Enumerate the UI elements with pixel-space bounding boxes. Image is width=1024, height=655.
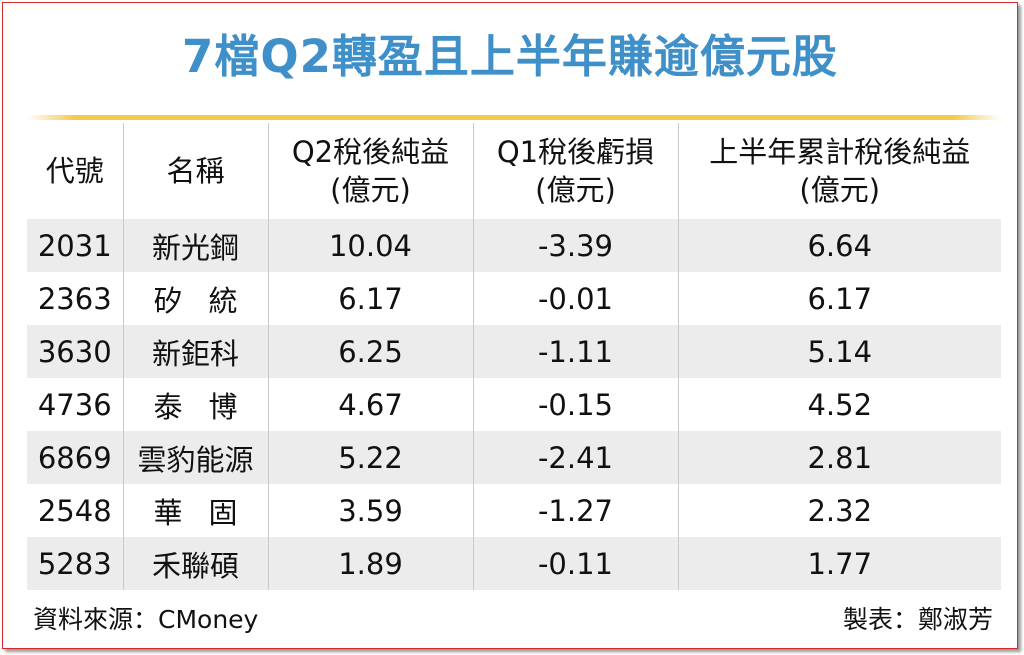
- cell-q1: -0.01: [472, 272, 678, 325]
- cell-code: 2363: [27, 272, 123, 325]
- cell-q2: 6.25: [267, 325, 473, 378]
- title-underline: [27, 115, 1001, 120]
- cell-code: 2548: [27, 484, 123, 537]
- header-h1-profit: 上半年累計稅後純益 (億元): [677, 123, 1001, 219]
- header-q2-profit: Q2稅後純益 (億元): [267, 123, 473, 219]
- table-row: 3630 新鉅科 6.25 -1.11 5.14: [27, 325, 1001, 378]
- cell-h1: 1.77: [677, 537, 1001, 590]
- cell-q1: -1.11: [472, 325, 678, 378]
- cell-h1: 6.64: [677, 219, 1001, 272]
- cell-h1: 2.81: [677, 431, 1001, 484]
- author-note: 製表：鄭淑芳: [842, 605, 993, 634]
- cell-name: 泰博: [122, 378, 268, 431]
- cell-q2: 10.04: [267, 219, 473, 272]
- cell-name: 禾聯碩: [122, 537, 268, 590]
- cell-code: 5283: [27, 537, 123, 590]
- cell-code: 2031: [27, 219, 123, 272]
- cell-h1: 4.52: [677, 378, 1001, 431]
- cell-q2: 5.22: [267, 431, 473, 484]
- cell-q1: -2.41: [472, 431, 678, 484]
- cell-name: 新光鋼: [122, 219, 268, 272]
- table-row: 2548 華固 3.59 -1.27 2.32: [27, 484, 1001, 537]
- table-row: 5283 禾聯碩 1.89 -0.11 1.77: [27, 537, 1001, 590]
- cell-name: 新鉅科: [122, 325, 268, 378]
- cell-q2: 3.59: [267, 484, 473, 537]
- cell-q1: -0.15: [472, 378, 678, 431]
- cell-q1: -1.27: [472, 484, 678, 537]
- cell-h1: 2.32: [677, 484, 1001, 537]
- cell-name: 華固: [122, 484, 268, 537]
- header-name: 名稱: [122, 123, 268, 219]
- table-row: 6869 雲豹能源 5.22 -2.41 2.81: [27, 431, 1001, 484]
- cell-q2: 1.89: [267, 537, 473, 590]
- table-header-row: 代號 名稱 Q2稅後純益 (億元) Q1稅後虧損 (億元) 上半年累計稅後純益 (億元…: [27, 123, 1001, 219]
- cell-name: 矽統: [122, 272, 268, 325]
- cell-code: 4736: [27, 378, 123, 431]
- cell-name: 雲豹能源: [122, 431, 268, 484]
- cell-h1: 6.17: [677, 272, 1001, 325]
- header-q1-loss: Q1稅後虧損 (億元): [472, 123, 678, 219]
- cell-q2: 6.17: [267, 272, 473, 325]
- source-note: 資料來源：CMoney: [33, 605, 259, 634]
- cell-q1: -0.11: [472, 537, 678, 590]
- table-row: 2031 新光鋼 10.04 -3.39 6.64: [27, 219, 1001, 272]
- earnings-table: 代號 名稱 Q2稅後純益 (億元) Q1稅後虧損 (億元) 上半年累計稅後純益 (億元…: [27, 123, 1001, 590]
- page-title: 7檔Q2轉盈且上半年賺逾億元股: [182, 30, 838, 83]
- cell-code: 3630: [27, 325, 123, 378]
- cell-h1: 5.14: [677, 325, 1001, 378]
- table-row: 2363 矽統 6.17 -0.01 6.17: [27, 272, 1001, 325]
- header-code: 代號: [45, 154, 104, 188]
- cell-code: 6869: [27, 431, 123, 484]
- table-row: 4736 泰博 4.67 -0.15 4.52: [27, 378, 1001, 431]
- cell-q2: 4.67: [267, 378, 473, 431]
- cell-q1: -3.39: [472, 219, 678, 272]
